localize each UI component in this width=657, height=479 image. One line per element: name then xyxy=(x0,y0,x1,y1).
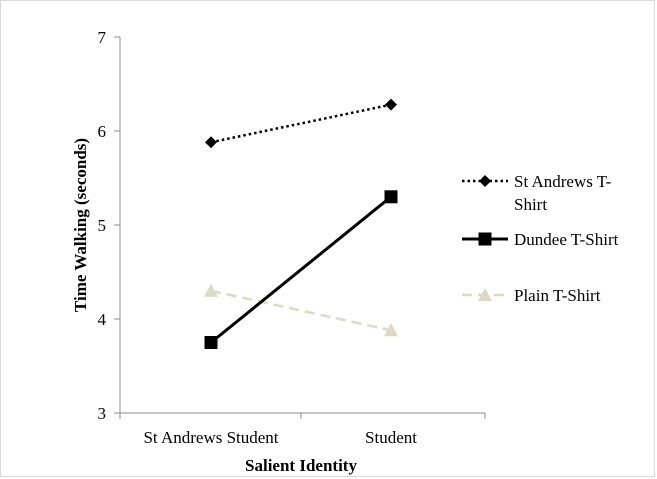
data-point xyxy=(384,323,398,337)
x-ticks: St Andrews Student Student xyxy=(119,413,486,447)
legend-marker xyxy=(478,288,492,301)
legend-label: Shirt xyxy=(514,195,547,214)
data-point xyxy=(384,190,398,204)
data-point xyxy=(204,283,218,297)
axes xyxy=(119,37,485,414)
y-tick-label: 6 xyxy=(98,122,107,141)
y-tick-label: 3 xyxy=(98,404,107,423)
data-point xyxy=(204,336,218,349)
y-tick-label: 5 xyxy=(98,216,107,235)
series-line xyxy=(210,195,392,344)
x-tick-label: Student xyxy=(365,428,417,447)
series-line xyxy=(210,103,392,144)
legend-label: St Andrews T- xyxy=(514,172,612,191)
series-line xyxy=(210,289,392,332)
y-axis-title: Time Walking (seconds) xyxy=(71,138,90,312)
legend-label: Dundee T-Shirt xyxy=(514,230,619,249)
data-point xyxy=(205,136,217,149)
legend-marker xyxy=(478,232,492,246)
y-tick-label: 7 xyxy=(98,28,107,47)
data-point xyxy=(385,98,397,111)
legend: St Andrews T- Shirt Dundee T-Shirt Plain T-… xyxy=(462,172,619,305)
legend-label: Plain T-Shirt xyxy=(514,286,601,305)
y-tick-label: 4 xyxy=(98,310,107,329)
legend-marker xyxy=(479,175,491,187)
y-ticks: 3 4 5 6 7 xyxy=(98,28,120,423)
x-tick-label: St Andrews Student xyxy=(143,428,278,447)
series-group xyxy=(204,98,398,349)
x-axis-title: Salient Identity xyxy=(245,456,357,475)
